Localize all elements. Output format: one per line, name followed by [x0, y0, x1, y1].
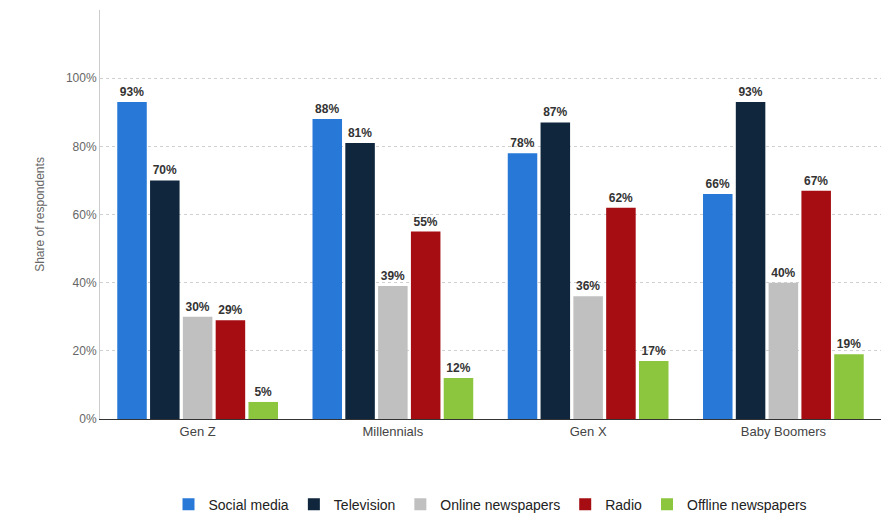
svg-text:60%: 60% [73, 208, 97, 222]
svg-text:40%: 40% [771, 266, 795, 280]
svg-text:55%: 55% [414, 215, 438, 229]
svg-text:67%: 67% [804, 174, 828, 188]
svg-text:19%: 19% [837, 337, 861, 351]
svg-text:39%: 39% [381, 269, 405, 283]
svg-text:30%: 30% [185, 300, 209, 314]
svg-text:81%: 81% [348, 126, 372, 140]
svg-text:62%: 62% [609, 191, 633, 205]
svg-text:Share of respondents: Share of respondents [33, 157, 47, 272]
svg-text:Millennials: Millennials [363, 424, 424, 439]
svg-text:17%: 17% [642, 344, 666, 358]
svg-text:Online newspapers: Online newspapers [440, 497, 560, 513]
svg-text:5%: 5% [254, 385, 272, 399]
svg-text:36%: 36% [576, 279, 600, 293]
svg-text:12%: 12% [446, 361, 470, 375]
svg-text:Gen X: Gen X [570, 424, 607, 439]
svg-text:Television: Television [334, 497, 395, 513]
svg-text:40%: 40% [73, 276, 97, 290]
svg-text:Gen Z: Gen Z [180, 424, 216, 439]
svg-text:100%: 100% [66, 71, 97, 85]
svg-text:29%: 29% [218, 303, 242, 317]
svg-text:0%: 0% [79, 412, 97, 426]
svg-text:87%: 87% [543, 105, 567, 119]
svg-text:78%: 78% [510, 136, 534, 150]
svg-text:70%: 70% [153, 163, 177, 177]
svg-text:80%: 80% [73, 140, 97, 154]
svg-text:Baby Boomers: Baby Boomers [741, 424, 827, 439]
svg-text:93%: 93% [120, 85, 144, 99]
svg-text:Social media: Social media [209, 497, 289, 513]
svg-text:Radio: Radio [605, 497, 642, 513]
svg-text:66%: 66% [706, 177, 730, 191]
svg-text:Offline newspapers: Offline newspapers [687, 497, 807, 513]
svg-text:20%: 20% [73, 344, 97, 358]
svg-text:93%: 93% [738, 85, 762, 99]
svg-text:88%: 88% [315, 102, 339, 116]
